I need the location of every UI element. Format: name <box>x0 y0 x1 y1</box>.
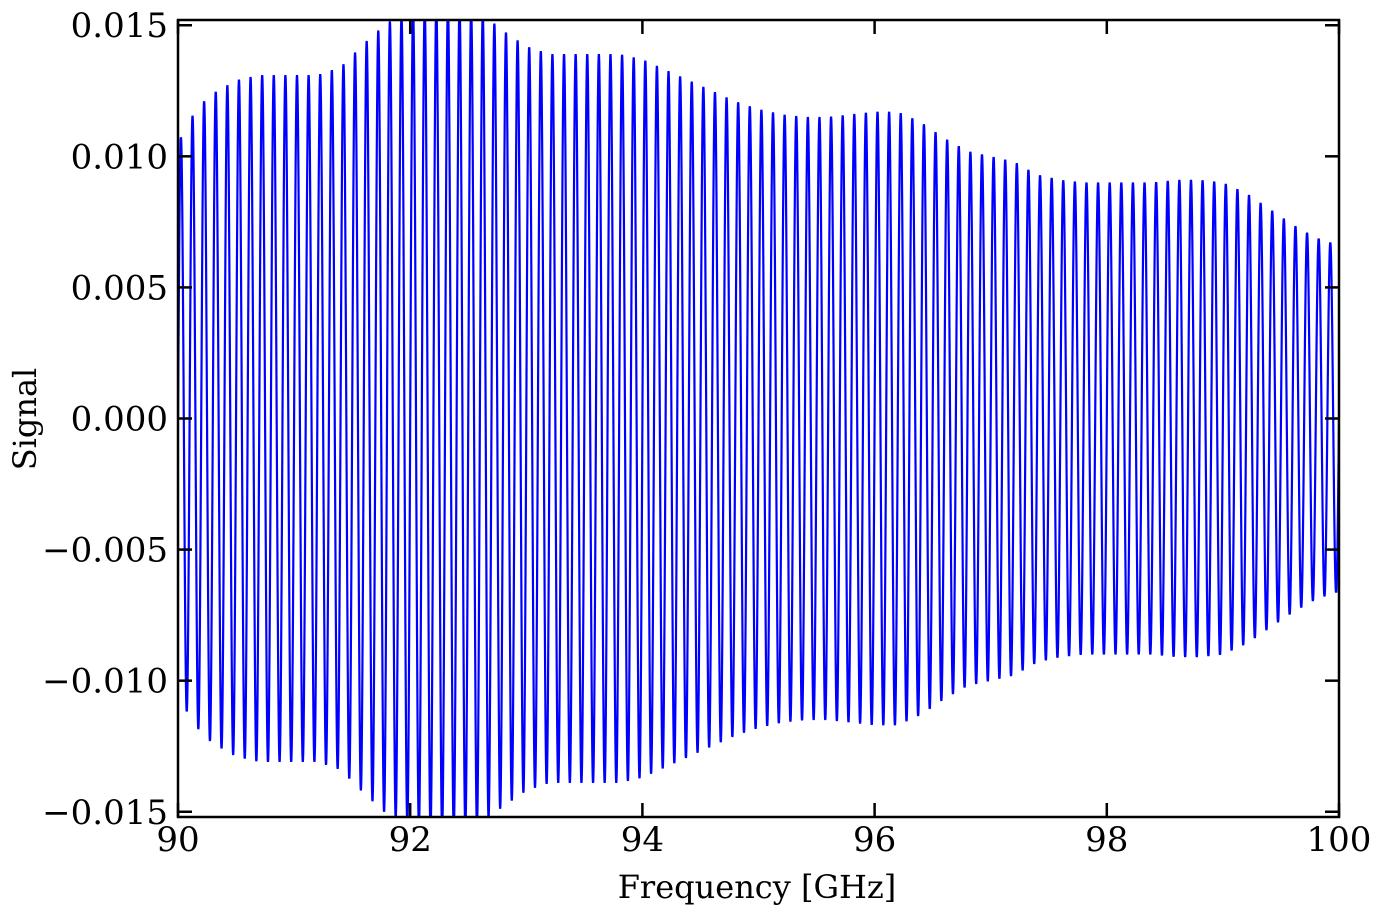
y-tick-label: −0.005 <box>42 531 168 571</box>
x-tick-label: 90 <box>156 820 199 860</box>
ticks-layer <box>176 20 1341 817</box>
y-tick-label: −0.010 <box>42 662 168 702</box>
x-tick-label: 100 <box>1307 820 1372 860</box>
y-tick-label: 0.000 <box>71 400 168 440</box>
tick-labels-layer: 90 92 94 96 98 100 −0.015 −0.010 −0.005 0.000 0.00… <box>42 6 1371 860</box>
x-axis-label: Frequency [GHz] <box>618 868 897 906</box>
y-tick-label: −0.015 <box>42 793 168 833</box>
y-tick-label: 0.015 <box>71 6 168 46</box>
y-tick-label: 0.010 <box>71 137 168 177</box>
y-tick-label: 0.005 <box>71 268 168 308</box>
y-axis-label: Signal <box>6 368 44 471</box>
series-layer <box>178 20 1339 817</box>
x-tick-label: 96 <box>853 820 896 860</box>
x-tick-label: 92 <box>389 820 432 860</box>
signal-line <box>178 20 1339 817</box>
x-tick-label: 94 <box>621 820 664 860</box>
x-tick-label: 98 <box>1085 820 1128 860</box>
